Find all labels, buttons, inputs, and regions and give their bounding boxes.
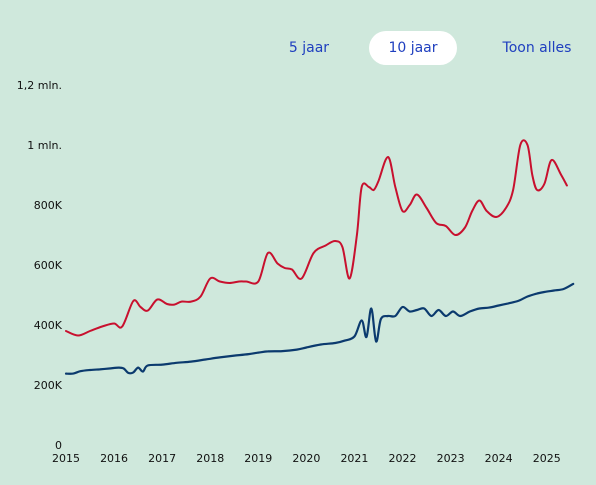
series-line-red: [65, 139, 568, 337]
y-tick-label: 200K: [34, 379, 63, 392]
tab-5-years[interactable]: 5 jaar: [288, 40, 330, 56]
series-lines: [64, 139, 575, 375]
y-tick-label: 600K: [34, 259, 63, 272]
y-tick-label: 0: [55, 439, 62, 452]
y-axis: 0 200K 400K 600K 800K 1 mln. 1,2 mln.: [17, 79, 63, 452]
x-tick-label: 2018: [196, 452, 224, 465]
x-tick-label: 2021: [340, 452, 368, 465]
x-tick-label: 2017: [148, 452, 176, 465]
x-axis: 2015 2016 2017 2018 2019 2020 2021 2022 2023 2024…: [52, 452, 561, 465]
y-tick-label: 400K: [34, 319, 63, 332]
range-tab-group: 5 jaar 10 jaar Toon alles: [270, 31, 590, 65]
x-tick-label: 2020: [292, 452, 320, 465]
tab-show-all[interactable]: Toon alles: [502, 40, 572, 56]
x-tick-label: 2015: [52, 452, 80, 465]
x-tick-label: 2024: [485, 452, 513, 465]
x-tick-label: 2019: [244, 452, 272, 465]
series-line-navy: [64, 282, 575, 375]
y-tick-label: 1 mln.: [27, 139, 62, 152]
x-tick-label: 2016: [100, 452, 128, 465]
y-tick-label: 800K: [34, 199, 63, 212]
x-tick-label: 2022: [389, 452, 417, 465]
x-tick-label: 2025: [533, 452, 561, 465]
y-tick-label: 1,2 mln.: [17, 79, 62, 92]
x-tick-label: 2023: [437, 452, 465, 465]
tab-10-years[interactable]: 10 jaar: [369, 31, 457, 65]
